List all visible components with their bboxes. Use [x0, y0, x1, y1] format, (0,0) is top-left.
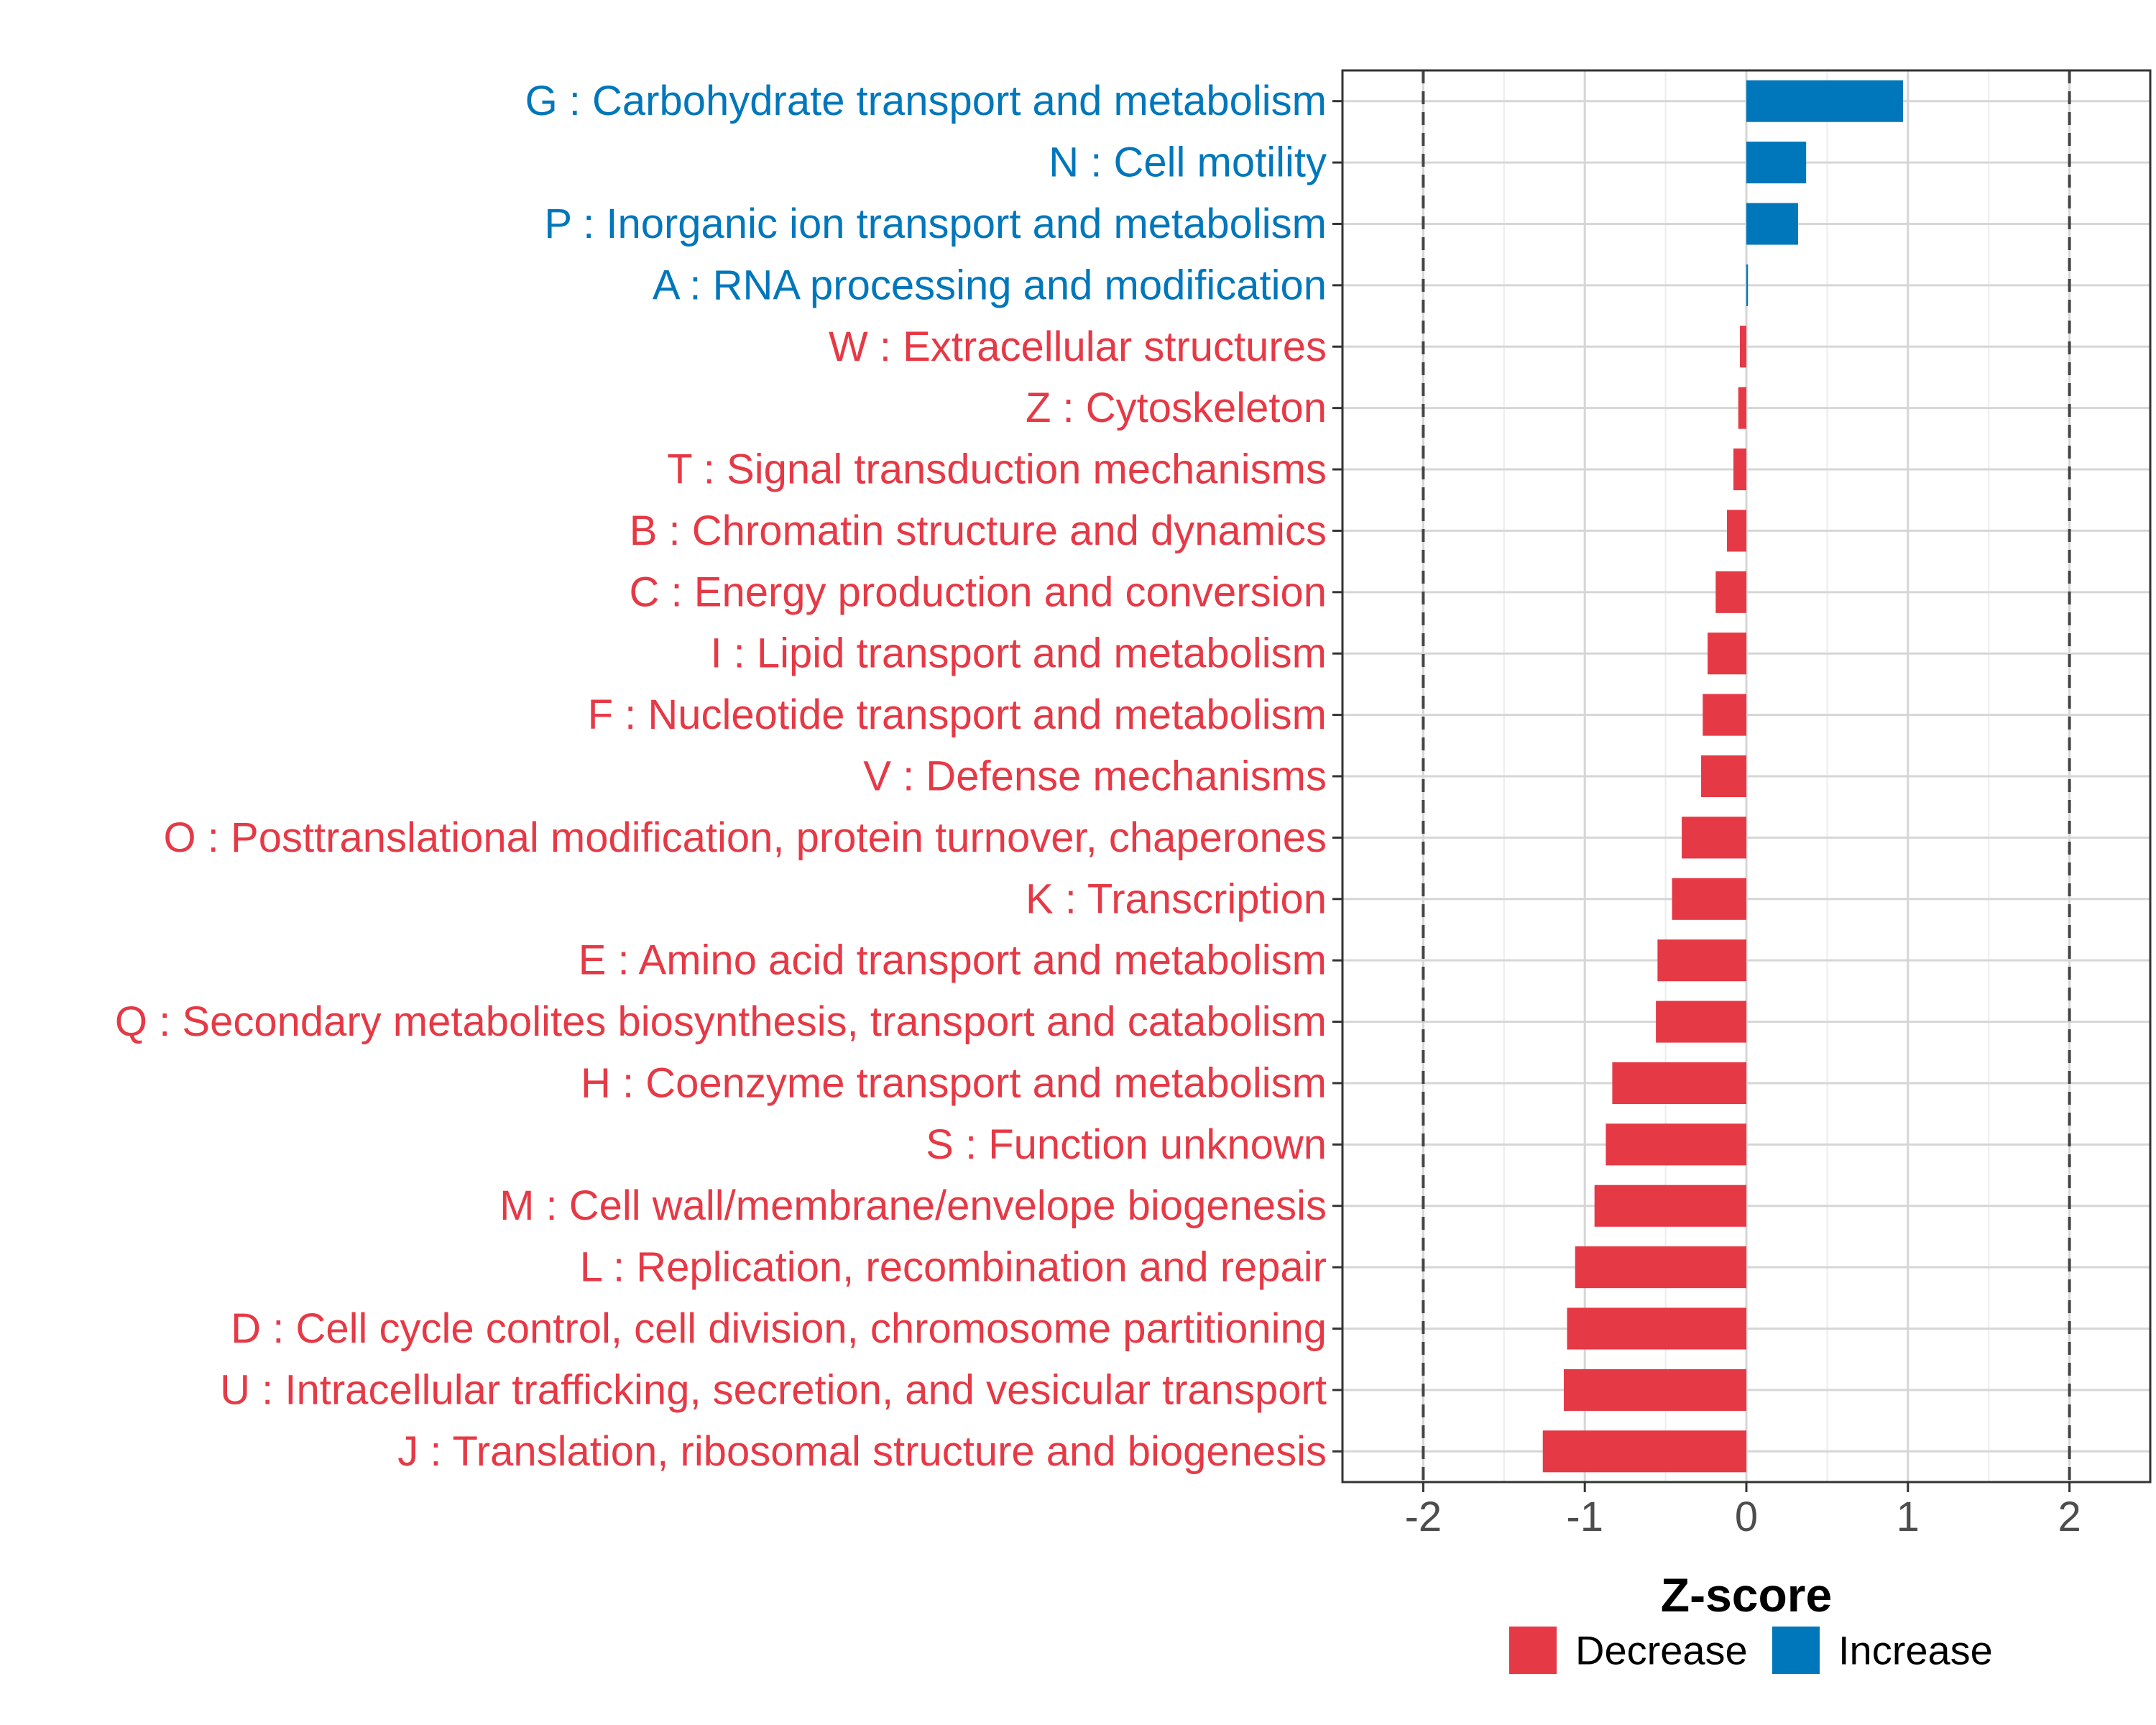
legend-swatch-increase [1772, 1627, 1820, 1674]
bars [1542, 80, 1904, 1473]
bar-decrease [1682, 816, 1746, 859]
bar-decrease [1542, 1430, 1746, 1473]
x-tick-label: -1 [1566, 1494, 1603, 1540]
category-label: V : Defense mechanisms [863, 753, 1327, 800]
x-tick-label: -2 [1405, 1494, 1442, 1540]
x-tick-label: 1 [1897, 1494, 1920, 1540]
bar-decrease [1657, 939, 1746, 982]
category-label: M : Cell wall/membrane/envelope biogenes… [499, 1182, 1327, 1229]
category-label: G : Carbohydrate transport and metabolis… [525, 78, 1327, 124]
bar-increase [1746, 142, 1807, 184]
category-label: U : Intracellular trafficking, secretion… [220, 1366, 1327, 1413]
category-labels: G : Carbohydrate transport and metabolis… [115, 78, 1327, 1475]
bar-decrease [1594, 1184, 1746, 1227]
x-tick-label: 0 [1735, 1494, 1758, 1540]
bar-decrease [1672, 878, 1746, 920]
category-label: K : Transcription [1026, 875, 1327, 922]
legend-label-increase: Increase [1838, 1628, 1993, 1673]
category-label: N : Cell motility [1049, 139, 1327, 186]
bar-increase [1746, 264, 1749, 306]
bar-decrease [1563, 1368, 1746, 1411]
category-label: W : Extracellular structures [829, 323, 1327, 370]
bar-decrease [1612, 1062, 1746, 1104]
legend-swatch-decrease [1509, 1627, 1557, 1674]
x-axis-ticks: -2 -1 0 1 2 [1405, 1482, 2081, 1540]
bar-decrease [1606, 1123, 1746, 1166]
category-label: L : Replication, recombination and repai… [580, 1244, 1327, 1291]
bar-increase [1746, 80, 1904, 122]
bar-decrease [1567, 1307, 1746, 1350]
y-axis-ticks [1332, 100, 1342, 1453]
category-label: A : RNA processing and modification [653, 262, 1327, 308]
category-label: Z : Cytoskeleton [1026, 385, 1327, 431]
bar-decrease [1740, 326, 1746, 368]
legend: Decrease Increase [1509, 1627, 1993, 1674]
category-label: T : Signal transduction mechanisms [667, 446, 1327, 493]
category-label: C : Energy production and conversion [630, 569, 1327, 615]
category-label: J : Translation, ribosomal structure and… [397, 1428, 1327, 1475]
category-label: D : Cell cycle control, cell division, c… [231, 1305, 1327, 1352]
bar-decrease [1733, 448, 1746, 491]
category-label: H : Coenzyme transport and metabolism [581, 1059, 1327, 1106]
category-label: I : Lipid transport and metabolism [710, 630, 1327, 677]
bar-decrease [1703, 694, 1746, 736]
x-axis-title: Z-score [1661, 1568, 1832, 1622]
bar-decrease [1701, 755, 1746, 798]
category-label: B : Chromatin structure and dynamics [630, 507, 1327, 554]
category-label: Q : Secondary metabolites biosynthesis, … [115, 998, 1327, 1045]
bar-decrease [1575, 1246, 1746, 1289]
bar-decrease [1656, 1000, 1746, 1043]
category-label: P : Inorganic ion transport and metaboli… [544, 201, 1327, 247]
bar-decrease [1738, 387, 1746, 429]
reference-lines [1422, 70, 2071, 1482]
x-tick-label: 2 [2058, 1494, 2081, 1540]
bar-increase [1746, 203, 1798, 245]
category-label: S : Function unknown [926, 1121, 1327, 1168]
legend-label-decrease: Decrease [1575, 1628, 1748, 1673]
category-label: E : Amino acid transport and metabolism [579, 937, 1327, 984]
bar-decrease [1715, 571, 1746, 613]
category-label: O : Posttranslational modification, prot… [164, 814, 1327, 861]
bar-decrease [1727, 510, 1746, 552]
bar-decrease [1708, 632, 1746, 675]
category-label: F : Nucleotide transport and metabolism [588, 691, 1327, 738]
